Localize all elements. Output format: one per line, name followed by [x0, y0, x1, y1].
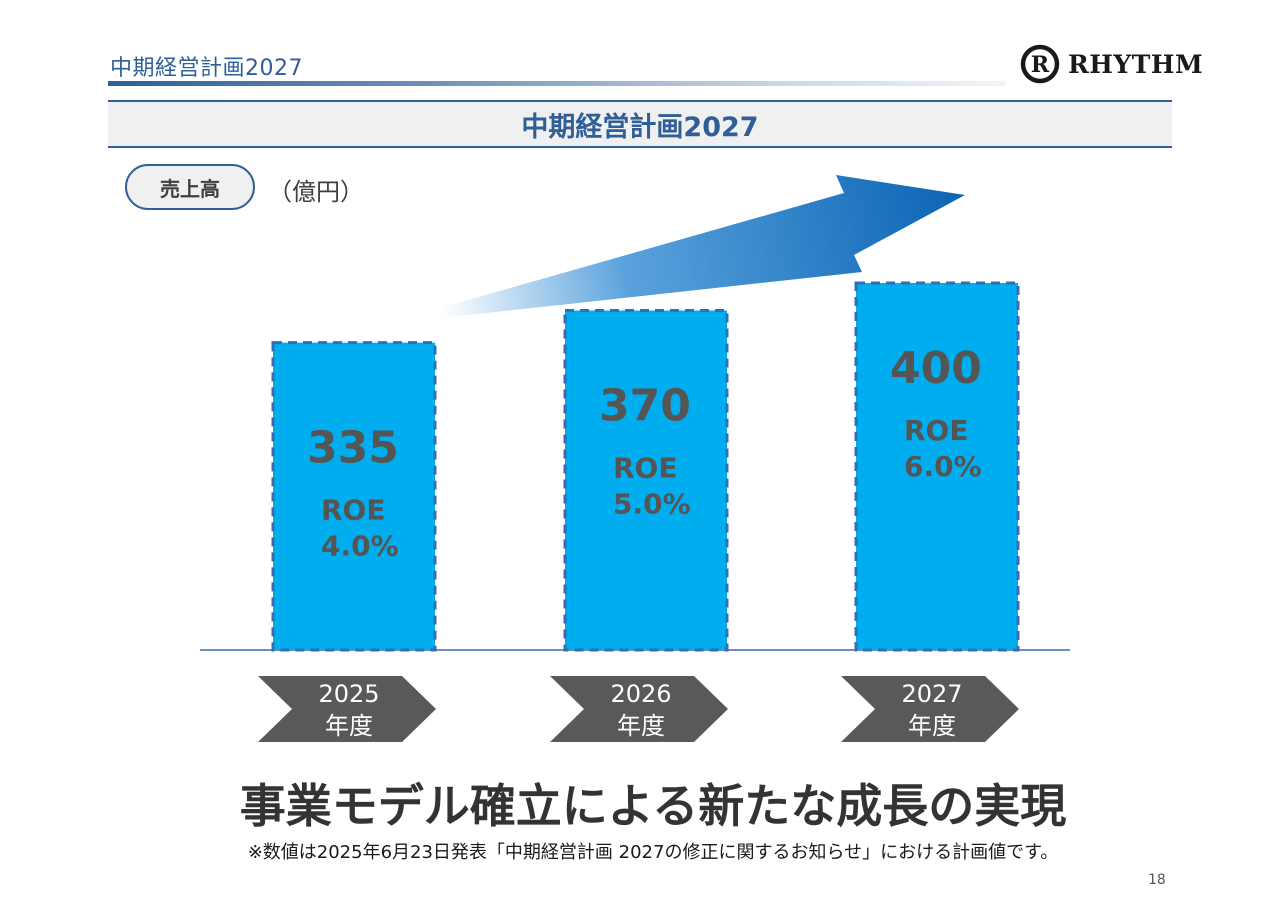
- roe-value-label: 4.0%: [321, 530, 399, 563]
- bar-value-label: 370: [599, 381, 691, 432]
- year-label: 2025: [318, 680, 379, 708]
- logo-mark: R: [1031, 52, 1050, 78]
- roe-label: ROE: [904, 414, 969, 447]
- year-label: 2027: [901, 680, 962, 708]
- year-suffix-label: 年度: [908, 712, 956, 740]
- section-banner: 中期経営計画2027: [108, 100, 1172, 148]
- company-logo: R RHYTHM: [1020, 44, 1203, 84]
- bar-2025: [271, 341, 437, 652]
- year-chevron: [841, 676, 1019, 742]
- logo-text: RHYTHM: [1068, 49, 1204, 79]
- headline: 事業モデル確立による新たな成長の実現: [239, 779, 1067, 833]
- page-header-title: 中期経営計画2027: [110, 56, 303, 81]
- year-suffix-label: 年度: [325, 712, 373, 740]
- year-label: 2026: [610, 680, 671, 708]
- header-divider: [108, 81, 1006, 86]
- page-number: 18: [1148, 872, 1166, 888]
- rhythm-logo-icon: R: [1020, 44, 1060, 84]
- roe-value-label: 6.0%: [904, 450, 982, 483]
- bar-value-label: 400: [890, 343, 982, 394]
- year-suffix-label: 年度: [617, 712, 665, 740]
- footnote: ※数値は2025年6月23日発表「中期経営計画 2027の修正に関するお知らせ」…: [247, 842, 1059, 863]
- roe-value-label: 5.0%: [613, 488, 691, 521]
- bar-value-label: 335: [307, 423, 399, 474]
- bar-2027: [854, 281, 1020, 652]
- growth-trend-arrow: [440, 175, 965, 318]
- unit-label: （億円）: [268, 178, 364, 206]
- roe-label: ROE: [613, 452, 678, 485]
- roe-label: ROE: [321, 494, 386, 527]
- banner-title: 中期経営計画2027: [521, 111, 759, 143]
- year-chevron: [258, 676, 436, 742]
- bar-2026: [563, 309, 729, 652]
- metric-label-pill: 売上高: [125, 164, 255, 210]
- year-chevron: [550, 676, 728, 742]
